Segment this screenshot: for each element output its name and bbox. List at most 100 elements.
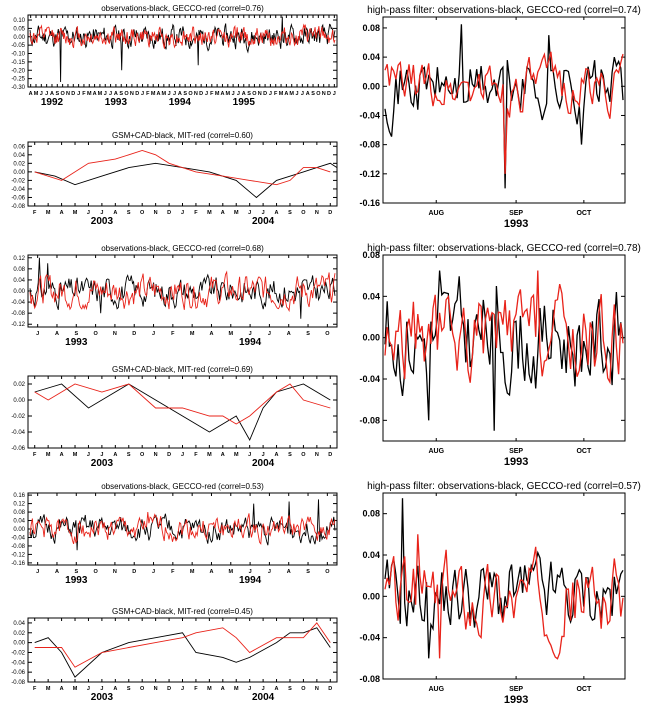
y-tick-label: 0.12 — [13, 256, 25, 262]
y-tick-label: -0.16 — [359, 198, 380, 208]
x-tick-label: M — [207, 210, 212, 216]
plot-frame — [382, 492, 626, 680]
x-tick-label: F — [82, 91, 86, 97]
x-tick-label: A — [284, 91, 288, 97]
x-tick-label: A — [113, 686, 117, 692]
y-tick-label: -0.02 — [11, 414, 25, 420]
x-tick-label: D — [71, 91, 75, 97]
x-tick-label: F — [146, 91, 150, 97]
x-tick-label: O — [316, 91, 321, 97]
x-tick-label: F — [33, 452, 37, 458]
x-tick-label: S — [127, 452, 131, 458]
y-tick-label: -0.06 — [11, 195, 25, 201]
y-tick-label: -0.06 — [11, 446, 25, 452]
x-tick-label: S — [127, 686, 131, 692]
y-tick-label: 0.00 — [13, 170, 25, 176]
x-tick-label: M — [234, 686, 239, 692]
x-tick-label: J — [36, 331, 39, 337]
x-tick-label: A — [29, 91, 33, 97]
x-tick-label: D — [199, 91, 203, 97]
x-tick-label: A — [287, 331, 291, 337]
x-tick-label: M — [46, 686, 51, 692]
x-tick-label: J — [268, 569, 271, 575]
x-tick-label: S — [183, 91, 187, 97]
series-line-model — [29, 270, 336, 313]
x-tick-label: M — [73, 686, 78, 692]
chart-title: high-pass filter: observations-black, GE… — [367, 243, 641, 254]
x-tick-label: N — [154, 452, 158, 458]
x-tick-label: S — [288, 210, 292, 216]
x-tick-label: N — [113, 331, 117, 337]
x-tick-label: A — [157, 91, 161, 97]
y-tick-label: 0.02 — [13, 382, 25, 388]
x-tick-label: A — [93, 91, 97, 97]
x-tick-label: J — [232, 91, 235, 97]
x-tick-label: O — [325, 569, 330, 575]
y-tick-label: -0.12 — [359, 169, 380, 179]
x-tick-label: O — [301, 452, 306, 458]
y-tick-label: -0.04 — [11, 300, 25, 306]
y-tick-label: 0.00 — [362, 591, 380, 601]
series-line-model — [384, 51, 624, 174]
x-tick-label: D — [135, 91, 139, 97]
x-tick-label: M — [234, 210, 239, 216]
x-tick-label: J — [296, 91, 299, 97]
chart-title: GSM+CAD-black, MIT-red (correl=0.60) — [112, 131, 253, 140]
x-tick-label: M — [98, 91, 103, 97]
y-tick-label: 0.04 — [362, 550, 380, 560]
year-label: 2004 — [252, 216, 275, 227]
x-tick-label: SEP — [509, 210, 523, 217]
y-tick-label: -0.06 — [11, 670, 25, 676]
x-tick-label: F — [194, 210, 198, 216]
year-label: 1993 — [504, 456, 528, 468]
x-tick-label: SEP — [509, 686, 523, 693]
x-tick-label: A — [287, 569, 291, 575]
x-tick-label: A — [221, 210, 225, 216]
y-tick-label: 0.00 — [13, 35, 25, 41]
series-line-observations — [29, 257, 336, 319]
x-tick-label: A — [275, 686, 279, 692]
x-tick-label: N — [194, 91, 198, 97]
chart-title: GSM+CAD-black, MIT-red (correl=0.45) — [112, 607, 253, 616]
y-tick-label: 0.04 — [362, 291, 380, 301]
y-tick-label: -0.04 — [359, 633, 380, 643]
x-tick-label: O — [124, 91, 129, 97]
x-tick-label: SEP — [509, 448, 523, 455]
x-tick-label: M — [225, 91, 230, 97]
x-tick-label: S — [288, 452, 292, 458]
x-tick-label: A — [113, 452, 117, 458]
y-tick-label: 0.00 — [13, 398, 25, 404]
year-label: 1994 — [239, 337, 262, 348]
x-tick-label: F — [194, 686, 198, 692]
x-tick-label: A — [60, 452, 64, 458]
x-tick-label: S — [311, 91, 315, 97]
series-line-observations — [384, 498, 624, 659]
x-tick-label: A — [50, 91, 54, 97]
chart-title: observations-black, GECCO-red (correl=0.… — [101, 4, 264, 13]
x-tick-label: J — [36, 569, 39, 575]
x-tick-label: AUG — [428, 210, 444, 217]
year-label: 1993 — [504, 694, 528, 706]
x-tick-label: O — [60, 91, 65, 97]
x-tick-label: J — [181, 686, 184, 692]
x-tick-label: D — [263, 91, 267, 97]
x-tick-label: J — [87, 686, 90, 692]
y-tick-label: 0.08 — [362, 23, 380, 33]
x-tick-label: OCT — [576, 210, 592, 217]
plot-frame — [382, 254, 626, 442]
y-tick-label: 0.08 — [13, 510, 25, 516]
x-tick-label: J — [205, 91, 208, 97]
y-tick-label: 0.05 — [13, 26, 25, 32]
x-tick-label: OCT — [576, 448, 592, 455]
x-tick-label: J — [100, 686, 103, 692]
y-tick-label: 0.02 — [13, 161, 25, 167]
y-tick-label: 0.00 — [13, 527, 25, 533]
y-tick-label: -0.04 — [11, 187, 25, 193]
x-tick-label: D — [167, 686, 171, 692]
y-tick-label: 0.00 — [13, 289, 25, 295]
x-tick-label: S — [247, 91, 251, 97]
year-label: 1992 — [41, 97, 64, 108]
y-tick-label: -0.20 — [11, 68, 25, 74]
x-tick-label: M — [46, 210, 51, 216]
x-tick-label: O — [188, 91, 193, 97]
